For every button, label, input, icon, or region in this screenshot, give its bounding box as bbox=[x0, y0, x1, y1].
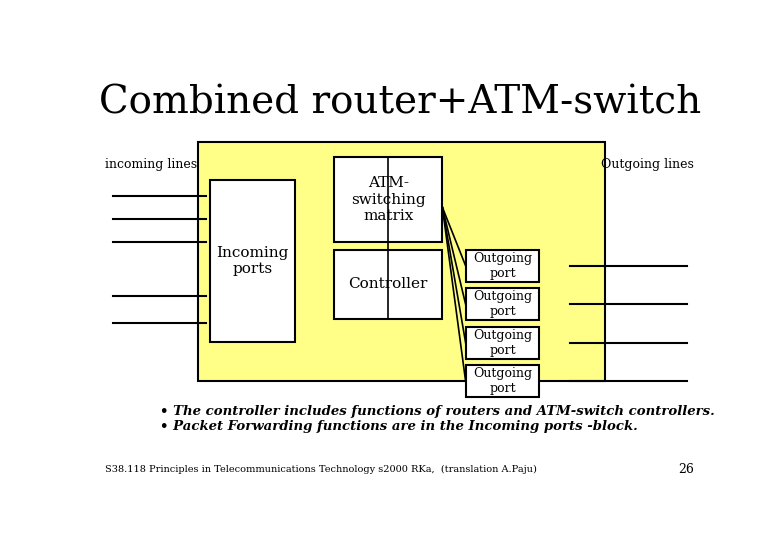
Text: Outgoing
port: Outgoing port bbox=[473, 367, 532, 395]
Bar bbox=[198, 142, 605, 381]
Bar bbox=[334, 157, 442, 242]
Text: Outgoing
port: Outgoing port bbox=[473, 252, 532, 280]
Text: 26: 26 bbox=[679, 463, 694, 476]
Text: Controller: Controller bbox=[349, 277, 427, 291]
Bar bbox=[466, 327, 539, 359]
Text: Outgoing lines: Outgoing lines bbox=[601, 158, 694, 171]
Text: • The controller includes functions of routers and ATM-switch controllers.: • The controller includes functions of r… bbox=[159, 405, 714, 418]
Text: S38.118 Principles in Telecommunications Technology s2000 RKa,  (translation A.P: S38.118 Principles in Telecommunications… bbox=[105, 464, 537, 474]
Text: Outgoing
port: Outgoing port bbox=[473, 329, 532, 357]
Text: • Packet Forwarding functions are in the Incoming ports -block.: • Packet Forwarding functions are in the… bbox=[159, 420, 637, 433]
Bar bbox=[210, 180, 295, 342]
Bar bbox=[466, 288, 539, 320]
Text: Incoming
ports: Incoming ports bbox=[216, 246, 289, 276]
Text: Combined router+ATM-switch: Combined router+ATM-switch bbox=[98, 85, 701, 122]
Bar bbox=[334, 249, 442, 319]
Text: Outgoing
port: Outgoing port bbox=[473, 291, 532, 318]
Text: incoming lines: incoming lines bbox=[105, 158, 197, 171]
Bar bbox=[466, 365, 539, 397]
Bar bbox=[466, 249, 539, 282]
Text: ATM-
switching
matrix: ATM- switching matrix bbox=[351, 177, 425, 222]
